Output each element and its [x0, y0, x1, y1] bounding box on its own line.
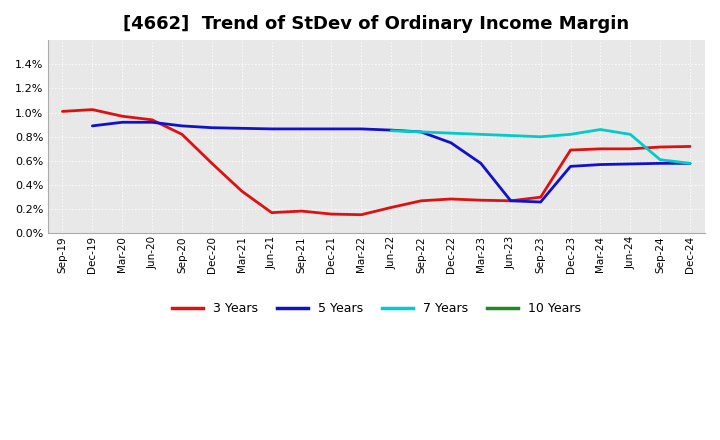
5 Years	[685, 161, 694, 166]
7 Years	[446, 131, 455, 136]
3 Years	[58, 109, 67, 114]
3 Years	[327, 212, 336, 217]
5 Years	[596, 162, 605, 167]
5 Years	[88, 123, 96, 128]
3 Years	[118, 114, 127, 119]
3 Years	[596, 146, 605, 151]
5 Years	[327, 126, 336, 132]
7 Years	[477, 132, 485, 137]
5 Years	[207, 125, 216, 130]
5 Years	[178, 123, 186, 128]
7 Years	[626, 132, 634, 137]
5 Years	[446, 140, 455, 146]
7 Years	[685, 161, 694, 166]
Legend: 3 Years, 5 Years, 7 Years, 10 Years: 3 Years, 5 Years, 7 Years, 10 Years	[166, 297, 586, 320]
3 Years	[357, 212, 366, 217]
3 Years	[685, 144, 694, 149]
5 Years	[297, 126, 306, 132]
Line: 3 Years: 3 Years	[63, 110, 690, 215]
Title: [4662]  Trend of StDev of Ordinary Income Margin: [4662] Trend of StDev of Ordinary Income…	[123, 15, 629, 33]
5 Years	[238, 126, 246, 131]
5 Years	[118, 120, 127, 125]
3 Years	[536, 194, 545, 200]
5 Years	[148, 120, 156, 125]
7 Years	[596, 127, 605, 132]
3 Years	[207, 161, 216, 166]
3 Years	[178, 132, 186, 137]
5 Years	[536, 199, 545, 205]
5 Years	[656, 161, 665, 166]
3 Years	[88, 107, 96, 112]
5 Years	[626, 161, 634, 167]
3 Years	[238, 188, 246, 194]
Line: 7 Years: 7 Years	[391, 129, 690, 163]
5 Years	[506, 198, 515, 203]
5 Years	[477, 161, 485, 166]
3 Years	[387, 205, 395, 210]
Line: 5 Years: 5 Years	[92, 122, 690, 202]
3 Years	[267, 210, 276, 215]
3 Years	[566, 147, 575, 153]
7 Years	[417, 129, 426, 135]
3 Years	[656, 144, 665, 150]
7 Years	[566, 132, 575, 137]
3 Years	[297, 209, 306, 214]
5 Years	[417, 129, 426, 135]
5 Years	[387, 128, 395, 133]
7 Years	[536, 134, 545, 139]
7 Years	[506, 133, 515, 138]
5 Years	[566, 164, 575, 169]
5 Years	[357, 126, 366, 132]
5 Years	[267, 126, 276, 132]
7 Years	[656, 157, 665, 162]
3 Years	[506, 198, 515, 203]
3 Years	[626, 146, 634, 151]
3 Years	[446, 196, 455, 202]
3 Years	[417, 198, 426, 203]
3 Years	[477, 198, 485, 203]
3 Years	[148, 117, 156, 122]
7 Years	[387, 128, 395, 133]
